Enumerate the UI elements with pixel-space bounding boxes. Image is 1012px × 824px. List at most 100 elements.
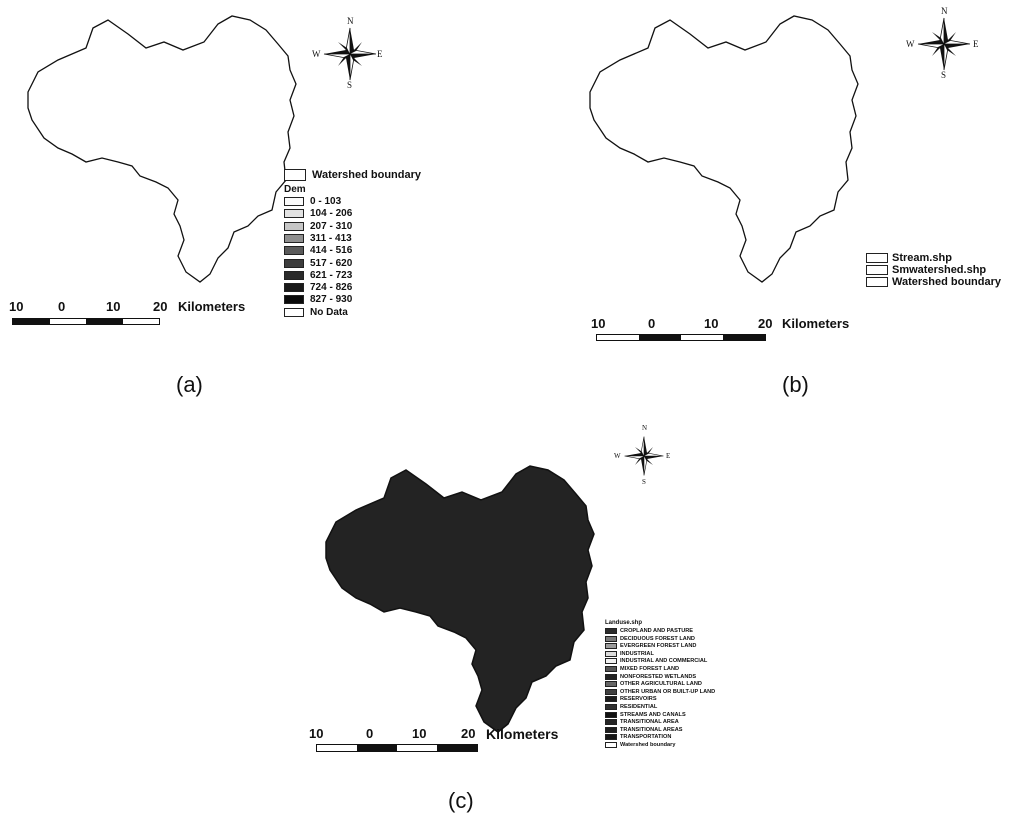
scale-tick: 20 — [461, 726, 476, 741]
legend-label: INDUSTRIAL — [620, 650, 654, 657]
legend-swatch — [605, 650, 617, 657]
dem-cell — [236, 238, 238, 242]
dem-cell — [291, 146, 296, 150]
landuse-cell — [582, 482, 587, 485]
landuse-cell — [570, 479, 576, 481]
landuse-cell — [418, 689, 421, 693]
landuse-cell — [430, 638, 435, 642]
dem-cell — [297, 158, 302, 163]
scale-tick: 10 — [9, 299, 24, 314]
landuse-cell — [364, 660, 368, 665]
landuse-cell — [592, 723, 594, 728]
legend-item: Smwatershed.shp — [866, 264, 986, 276]
dem-cell — [253, 225, 258, 228]
landuse-cell — [379, 675, 382, 680]
landuse-cell — [585, 714, 591, 718]
landuse-cell — [418, 700, 422, 706]
landuse-cell — [402, 670, 405, 673]
legend-label: OTHER URBAN OR BUILT-UP LAND — [620, 688, 716, 695]
legend-label: Smwatershed.shp — [892, 264, 987, 277]
dem-cell — [229, 267, 233, 269]
dem-cell — [166, 262, 170, 265]
landuse-cell — [582, 473, 586, 479]
dem-cell — [154, 234, 157, 236]
dem-cell — [151, 245, 155, 249]
landuse-cell — [352, 480, 356, 486]
dem-cell — [249, 271, 253, 274]
landuse-cell — [343, 673, 347, 678]
landuse-cell — [597, 588, 601, 592]
dem-cell — [278, 32, 283, 36]
dem-cell — [188, 281, 193, 282]
landuse-cell — [335, 717, 341, 722]
dem-cell — [206, 284, 210, 286]
landuse-cell — [445, 681, 449, 687]
panel-c-landuse-map: N S E W Landuse.shp CROPLAND AND PASTURE… — [0, 400, 1012, 824]
legend-swatch — [605, 704, 617, 710]
dem-cell — [252, 279, 254, 282]
landuse-cell — [359, 485, 364, 491]
landuse-cell — [378, 487, 383, 490]
landuse-cell — [339, 653, 343, 658]
landuse-cell — [589, 647, 594, 652]
landuse-cell — [576, 728, 579, 732]
legend-item: NONFORESTED WETLANDS — [605, 673, 696, 680]
legend-label: RESERVOIRS — [620, 696, 657, 703]
dem-cell — [295, 102, 296, 109]
scale-tick: 10 — [591, 316, 606, 331]
landuse-cell — [369, 698, 374, 701]
dem-cell — [230, 269, 232, 271]
landuse-cell — [597, 535, 601, 539]
landuse-cell — [463, 687, 469, 692]
landuse-cell — [453, 487, 458, 489]
landuse-cell — [337, 697, 342, 700]
landuse-cell — [445, 722, 448, 725]
landuse-cell — [368, 628, 373, 635]
landuse-cell — [342, 489, 346, 494]
landuse-cell — [401, 658, 406, 662]
legend-item: CROPLAND AND PASTURE — [605, 628, 693, 634]
legend-label: Watershed boundary — [892, 276, 1001, 289]
landuse-cell — [587, 606, 591, 611]
landuse-cell — [478, 726, 482, 729]
legend-label: RESIDENTIAL — [620, 704, 658, 710]
dem-cell — [295, 48, 296, 55]
landuse-cell — [343, 639, 347, 642]
dem-cell — [297, 156, 300, 158]
legend-label: TRANSPORTATION — [620, 734, 672, 741]
landuse-cell — [334, 587, 336, 592]
compass-s: S — [347, 80, 353, 90]
landuse-cell — [591, 662, 594, 668]
landuse-cell — [572, 689, 578, 693]
landuse-cell — [388, 468, 394, 472]
dem-cell — [296, 47, 301, 51]
legend-label: STREAMS AND CANALS — [620, 711, 686, 718]
landuse-cell — [423, 635, 428, 640]
dem-cell — [246, 257, 249, 261]
compass-w: W — [906, 39, 915, 49]
stream-map-canvas — [589, 15, 859, 283]
landuse-cell — [580, 655, 584, 658]
dem-cell — [296, 75, 301, 79]
legend-swatch — [605, 673, 617, 680]
landuse-cell — [354, 687, 357, 692]
legend-label: 414 - 516 — [310, 245, 353, 257]
dem-cell — [297, 121, 303, 127]
dem-cell — [293, 157, 296, 164]
legend-label: CROPLAND AND PASTURE — [620, 628, 694, 634]
dem-cell — [161, 285, 163, 288]
dem-cell — [295, 109, 296, 113]
scale-tick: 20 — [153, 299, 168, 314]
dem-cell — [250, 269, 255, 273]
landuse-cell — [459, 466, 465, 470]
dem-cell — [234, 276, 237, 280]
landuse-cell — [366, 476, 369, 479]
landuse-cell — [388, 622, 392, 625]
scale-tick: 0 — [58, 299, 66, 314]
landuse-cell — [584, 692, 588, 696]
dem-cell — [248, 270, 251, 273]
dem-cell — [161, 269, 164, 271]
landuse-cell — [385, 708, 390, 712]
landuse-cell — [374, 672, 377, 679]
dem-cell — [275, 32, 278, 37]
